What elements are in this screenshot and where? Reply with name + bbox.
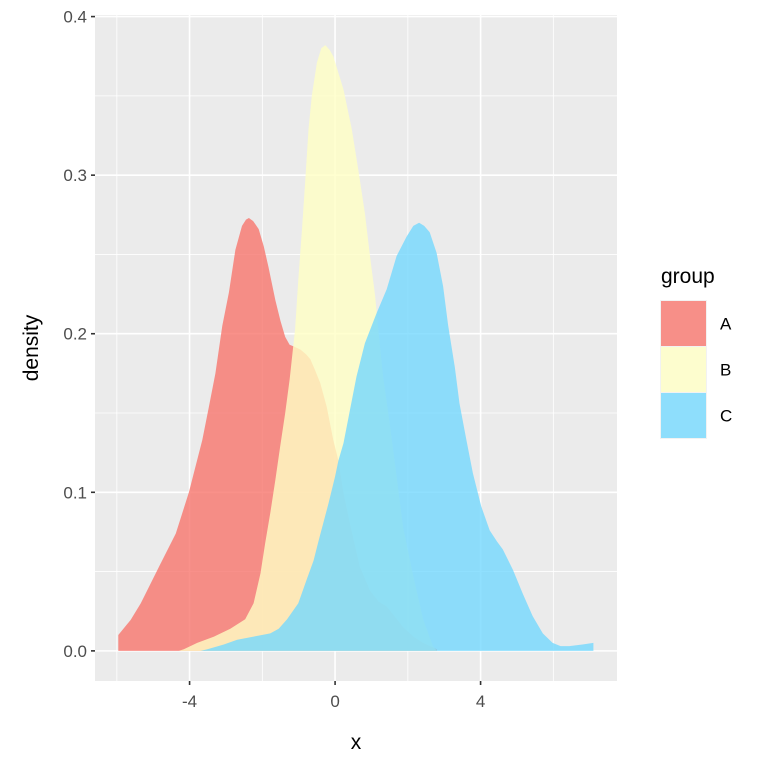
y-tick-label: 0.3 [63, 166, 87, 185]
legend-item-b: B [660, 346, 731, 393]
y-axis: 0.0 0.1 0.2 0.3 0.4 [63, 8, 95, 661]
x-axis: -4 0 4 [182, 681, 485, 711]
x-axis-title: x [351, 731, 362, 754]
legend-label: C [720, 407, 732, 426]
y-axis-title: density [20, 314, 43, 381]
legend-title: group [661, 265, 715, 288]
x-tick-label: -4 [182, 692, 197, 711]
y-tick-label: 0.1 [63, 483, 87, 502]
legend-item-a: A [660, 300, 732, 347]
density-area-a [118, 218, 437, 651]
legend-swatch [661, 393, 706, 438]
y-tick-label: 0.0 [63, 642, 87, 661]
legend-label: A [720, 315, 732, 334]
y-tick-label: 0.4 [63, 8, 87, 27]
density-area-c [200, 222, 594, 651]
x-tick-label: 0 [330, 692, 339, 711]
legend-item-c: C [660, 392, 732, 439]
x-tick-label: 4 [476, 692, 485, 711]
legend-swatch [661, 301, 706, 346]
legend: group A B C [660, 265, 732, 439]
legend-swatch [661, 347, 706, 392]
legend-label: B [720, 361, 731, 380]
density-areas [118, 45, 594, 651]
y-tick-label: 0.2 [63, 325, 87, 344]
